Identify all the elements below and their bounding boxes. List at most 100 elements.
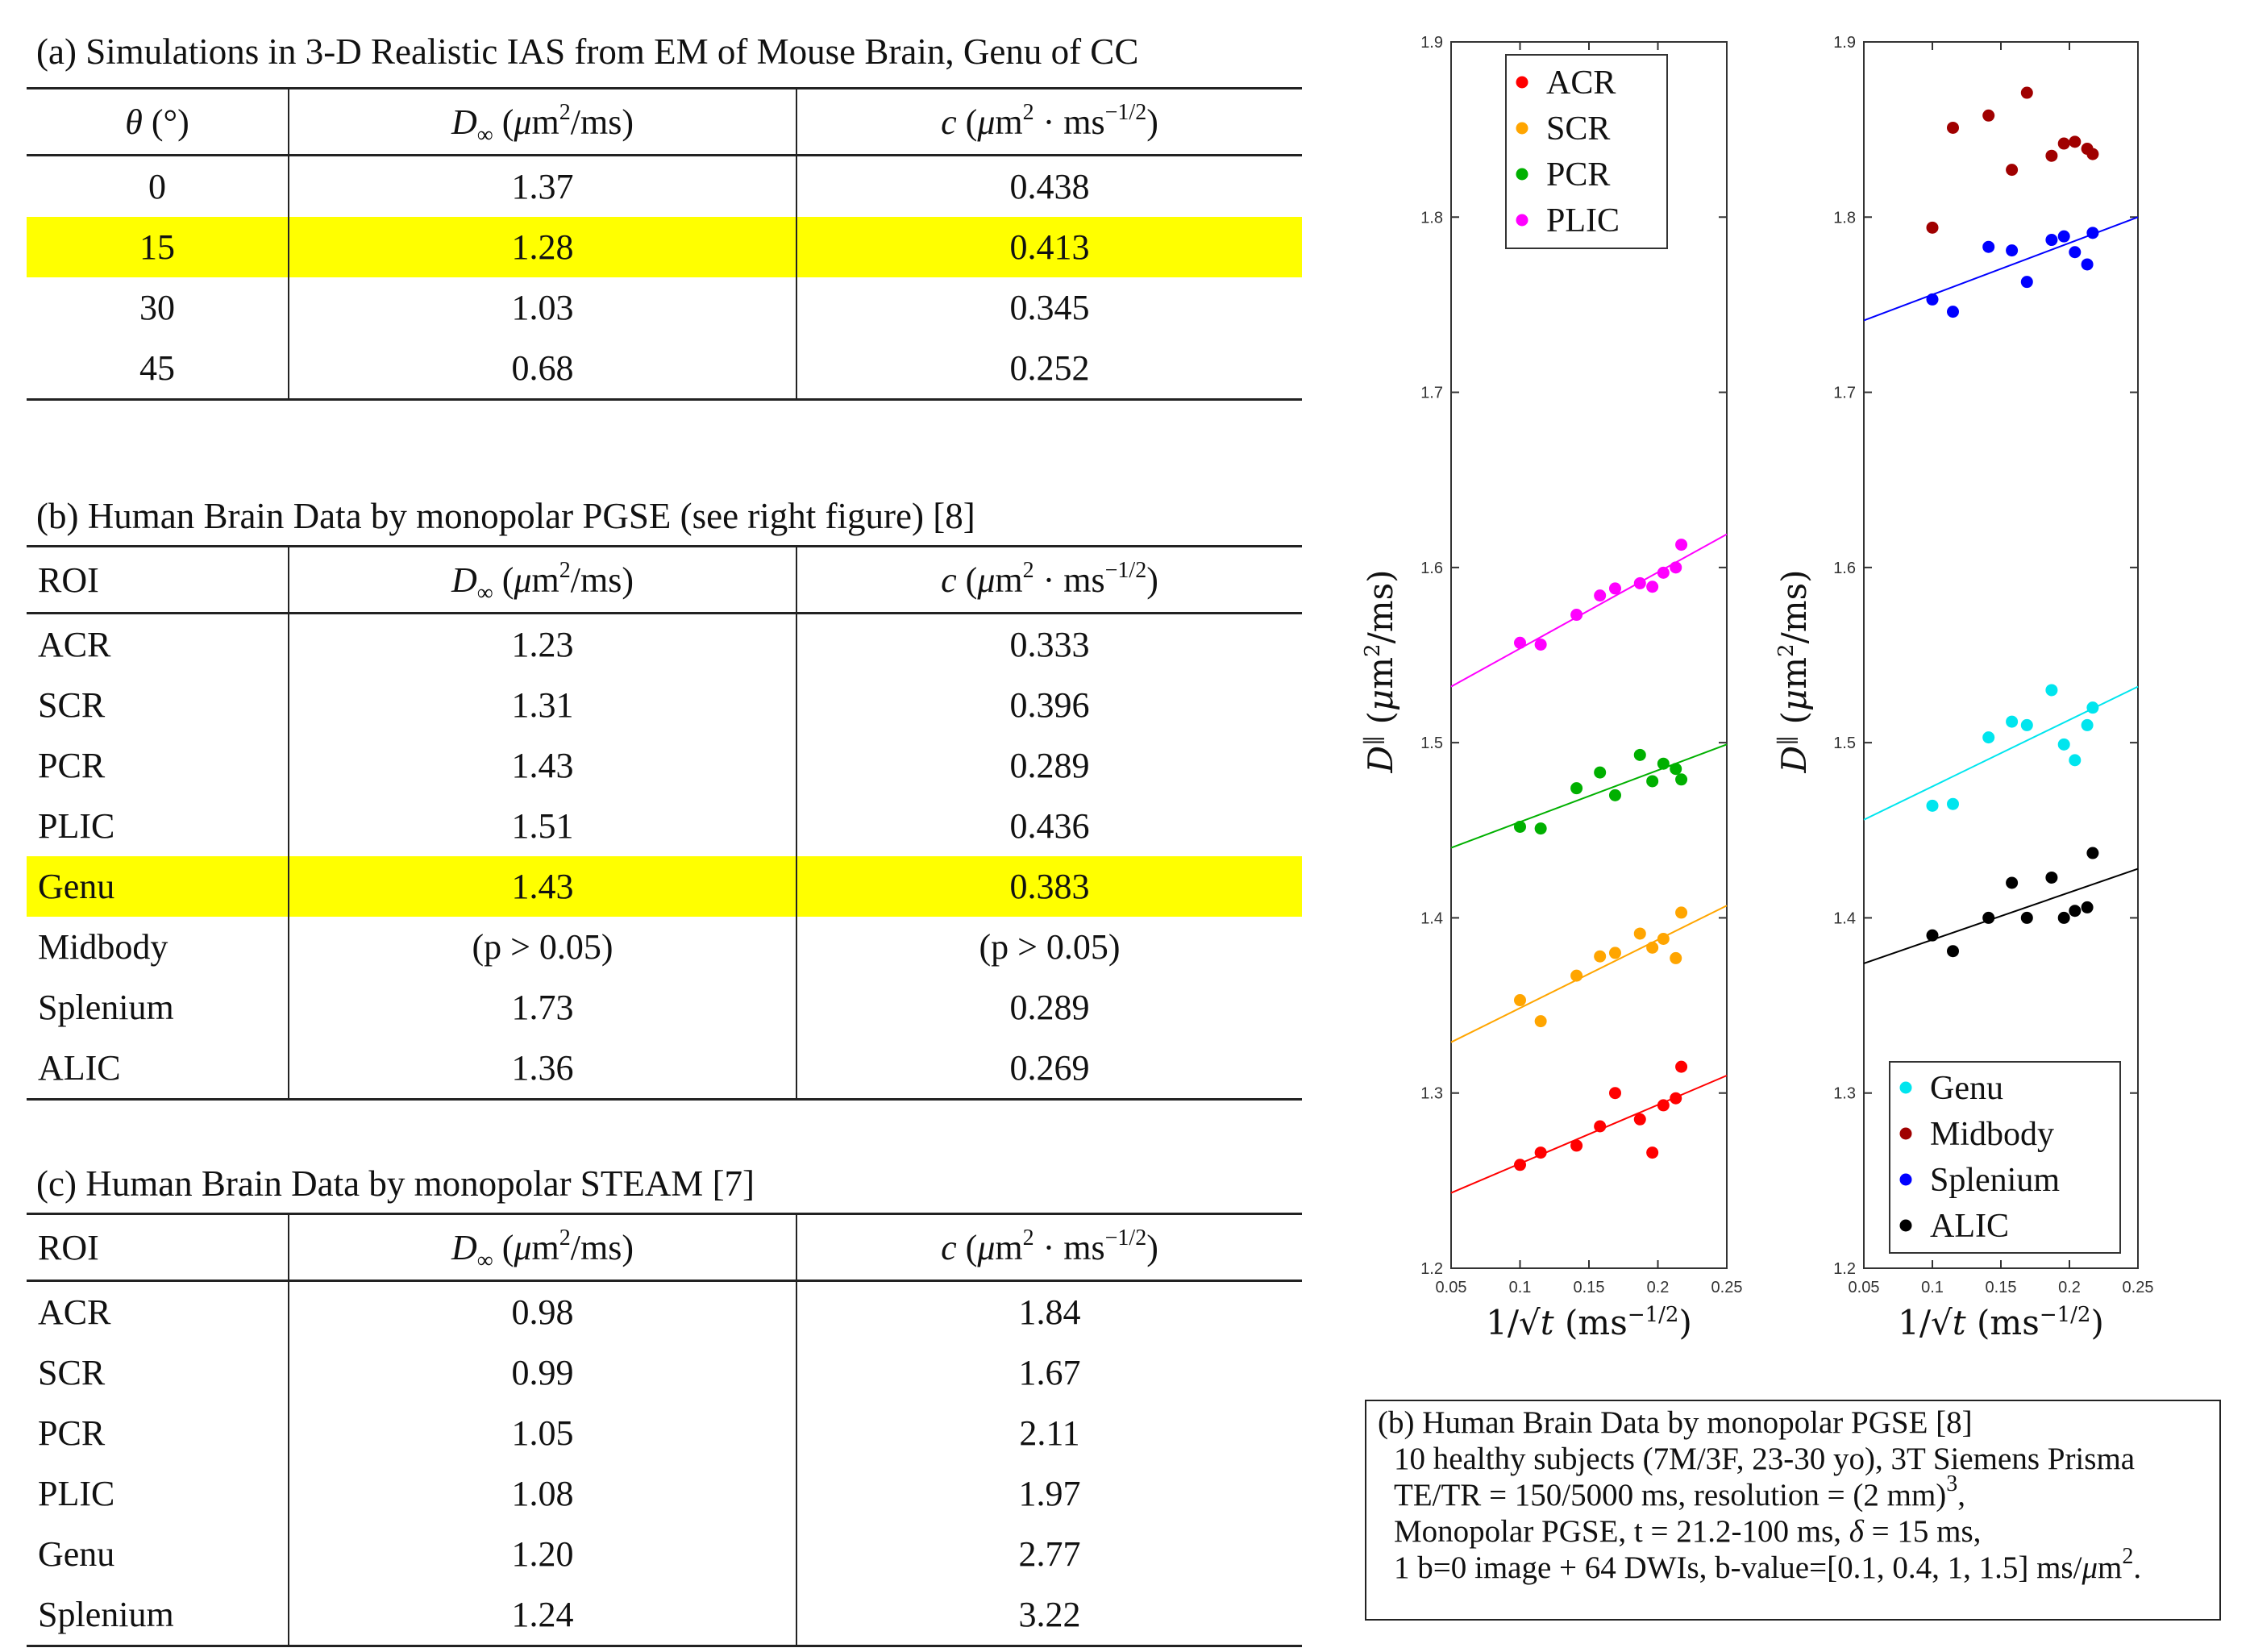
cell-d-inf: 1.05 [288,1403,796,1463]
cell-c: 0.413 [796,217,1302,277]
data-point [1657,566,1670,579]
cell-d-inf: 1.20 [288,1524,796,1584]
table-b-block: (b) Human Brain Data by monopolar PGSE (… [27,493,1302,1101]
column-header-roi: ROI [27,1213,289,1282]
data-point [1608,582,1621,595]
table-row: PCR 1.05 2.11 [27,1403,1302,1463]
fit-line [1450,905,1728,1043]
x-tick-label: 0.1 [1509,1279,1532,1296]
cell-d-inf: 1.28 [288,217,796,277]
row-label: Genu [38,1534,115,1574]
series-splenium [1863,216,2139,322]
data-point [1646,941,1659,954]
cell-c: 1.84 [796,1280,1302,1342]
cell-c: 1.97 [796,1463,1302,1524]
data-point [2045,871,2058,884]
row-label: 0 [148,167,166,206]
data-point [1594,766,1607,779]
row-label: Midbody [38,927,168,967]
table-row: 0 1.37 0.438 [27,155,1302,217]
data-point [1534,1146,1547,1159]
x-tick-label: 0.25 [2123,1279,2154,1296]
cell-c: 3.22 [796,1584,1302,1646]
legend-marker [1899,1127,1912,1140]
series-plic [1450,533,1728,688]
table-c-title: (c) Human Brain Data by monopolar STEAM … [36,1163,755,1204]
series-pcr [1450,743,1728,849]
data-point [1982,731,1995,744]
data-point [1675,906,1688,919]
data-point [1534,1015,1547,1028]
x-tick-label: 0.15 [1986,1279,2017,1296]
data-point [1534,638,1547,651]
legend-marker [1899,1173,1912,1186]
data-point [1646,775,1659,788]
table-c-block: (c) Human Brain Data by monopolar STEAM … [27,1161,1302,1647]
data-point [2045,149,2058,162]
x-tick-label: 0.15 [1574,1279,1605,1296]
table-a: θ (°) D∞ (μm2/ms) c (μm2 · ms−1/2) 0 1.3… [27,87,1302,401]
table-row: SCR 0.99 1.67 [27,1342,1302,1403]
cell-d-inf: 1.51 [288,796,796,856]
data-point [1947,121,1959,134]
data-point [2006,715,2019,728]
row-label: 15 [27,217,289,277]
table-row: PCR 1.43 0.289 [27,735,1302,796]
legend-marker [1899,1081,1912,1094]
data-point [1633,748,1646,761]
cell-d-inf: 0.68 [288,338,796,400]
data-point [2020,276,2033,289]
table-row: ACR 1.23 0.333 [27,613,1302,675]
table-row: 30 1.03 0.345 [27,277,1302,338]
y-tick-label: 1.4 [1420,909,1443,927]
data-point [1633,927,1646,940]
x-tick-label: 0.2 [2058,1279,2081,1296]
y-tick-label: 1.7 [1420,385,1443,402]
cell-c: 0.438 [796,155,1302,217]
data-point [1657,1099,1670,1112]
column-header-theta: θ (°) [27,88,289,156]
table-row-highlighted: Genu 1.43 0.383 [27,856,1302,917]
table-a-block: (a) Simulations in 3-D Realistic IAS fro… [27,29,1302,401]
y-tick-label: 1.3 [1420,1085,1443,1103]
legend-marker [1516,122,1528,135]
data-point [1534,822,1547,835]
series-acr [1450,1060,1728,1194]
table-row: PLIC 1.08 1.97 [27,1463,1302,1524]
cell-d-inf: 0.98 [288,1280,796,1342]
data-point [2081,718,2094,731]
data-point [2045,234,2058,247]
info-line-5: 1 b=0 image + 64 DWIs, b-value=[0.1, 0.4… [1394,1544,2142,1586]
column-header-d-inf: D∞ (μm2/ms) [288,546,796,614]
table-header-row: ROI D∞ (μm2/ms) c (μm2 · ms−1/2) [27,546,1302,614]
series-scr [1450,905,1728,1043]
legend: Genu Midbody Splenium ALIC [1889,1061,2121,1254]
data-point [1570,969,1583,982]
data-point [1594,589,1607,602]
data-point [1570,609,1583,622]
y-tick-label: 1.3 [1833,1085,1856,1103]
data-point [1675,539,1688,551]
table-row-highlighted: 15 1.28 0.413 [27,217,1302,277]
row-label: PLIC [38,1474,115,1513]
legend-box [1505,54,1668,249]
info-line-4: Monopolar PGSE, t = 21.2-100 ms, δ = 15 … [1394,1514,1982,1549]
table-row: Splenium 1.73 0.289 [27,977,1302,1038]
column-header-d-inf: D∞ (μm2/ms) [288,88,796,156]
data-point [1982,911,1995,924]
data-point [1947,797,1959,810]
legend-label: Genu [1930,1070,2003,1107]
row-label: PLIC [38,806,115,846]
data-point [1947,945,1959,958]
data-point [1670,763,1682,776]
info-line-2: 10 healthy subjects (7M/3F, 23-30 yo), 3… [1394,1442,2136,1476]
row-label: SCR [38,685,106,725]
cell-c: 0.252 [796,338,1302,400]
legend-marker [1516,76,1528,89]
x-tick-label: 0.05 [1436,1279,1467,1296]
cell-c: 2.11 [796,1403,1302,1463]
data-point [2006,876,2019,889]
series-alic [1863,847,2139,964]
data-point [2086,847,2099,859]
cell-c: 0.333 [796,613,1302,675]
